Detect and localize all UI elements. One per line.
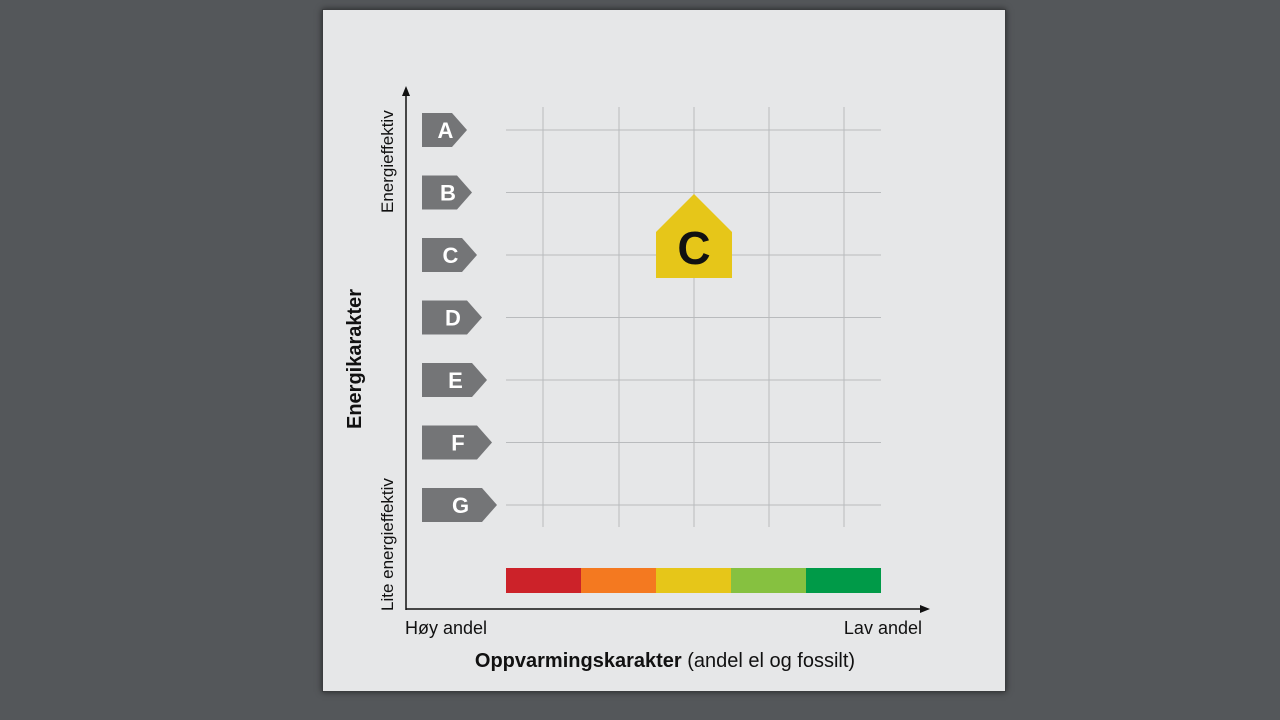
x-axis-right-label: Lav andel [844,618,922,638]
rating-arrows: A B C D E F G [422,113,497,522]
house-shape [656,194,732,278]
highlight-house: C [656,194,732,278]
heating-scale-segment [656,568,731,593]
rating-letter: E [448,368,463,393]
y-axis-arrowhead [402,86,410,96]
rating-arrow-d: D [422,300,482,335]
heating-scale-segment [806,568,881,593]
heating-color-scale [506,568,881,593]
rating-letter: B [440,181,456,206]
rating-arrow-shape [422,488,497,522]
rating-arrow-a: A [422,113,467,147]
rating-arrow-b: B [422,175,472,210]
rating-arrow-shape [422,363,487,397]
rating-arrow-f: F [422,425,492,460]
heating-scale-segment [731,568,806,593]
y-axis-bottom-label: Lite energieffektiv [378,478,397,611]
heating-scale-segment [581,568,656,593]
x-axis-arrowhead [920,605,930,613]
rating-arrow-shape [422,238,477,272]
rating-letter: G [452,493,469,518]
rating-letter: D [445,306,461,331]
house-letter: C [677,222,710,274]
rating-arrow-g: G [422,488,497,522]
energy-label-diagram: A B C D E F G Energieffektiv Lite energieffekt… [344,86,930,672]
rating-arrow-shape [422,300,482,335]
x-axis-title: Oppvarmingskarakter (andel el og fossilt… [475,650,855,672]
energy-label-card: A B C D E F G Energieffektiv Lite energieffekt… [322,9,1006,692]
rating-arrow-shape [422,175,472,210]
rating-letter: C [443,243,459,268]
rating-arrow-shape [422,425,492,460]
grid [506,107,881,527]
x-axis-title-bold: Oppvarmingskarakter [475,650,682,672]
heating-scale-segment [506,568,581,593]
y-axis-top-label: Energieffektiv [378,110,397,213]
rating-letter: F [451,431,464,456]
rating-letter: A [438,118,454,143]
rating-arrow-c: C [422,238,477,272]
rating-arrow-e: E [422,363,487,397]
rating-arrow-shape [422,113,467,147]
x-axis-left-label: Høy andel [405,618,487,638]
y-axis-title: Energikarakter [344,289,366,429]
x-axis-title-rest: (andel el og fossilt) [682,650,855,672]
